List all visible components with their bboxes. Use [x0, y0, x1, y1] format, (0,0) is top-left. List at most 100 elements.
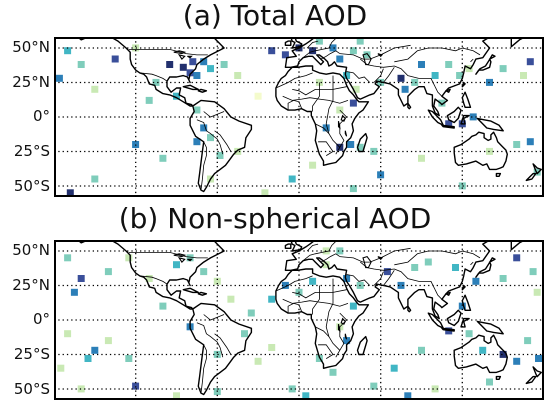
country-border — [434, 86, 443, 97]
country-border — [383, 270, 395, 286]
country-border — [312, 285, 320, 315]
lake-outline — [187, 258, 193, 262]
country-border — [339, 53, 370, 60]
country-border — [335, 312, 348, 358]
landmass-australia — [453, 131, 508, 171]
aod-cell — [418, 346, 425, 354]
country-border — [315, 123, 330, 134]
country-border — [318, 141, 334, 156]
aod-cell — [104, 268, 112, 276]
landmass-tasmania — [495, 375, 502, 380]
aod-cell — [397, 74, 405, 82]
map-panel-b — [54, 240, 544, 400]
country-border — [196, 322, 224, 358]
lat-label-25s: 25°S — [13, 142, 50, 160]
landmass-ireland — [284, 40, 292, 46]
aod-cell — [268, 47, 276, 55]
lake-outline — [340, 317, 346, 325]
aod-cell — [458, 182, 466, 190]
landmass-cuba — [182, 84, 199, 91]
aod-cell — [216, 152, 224, 159]
aod-cell — [200, 58, 208, 66]
aod-cell — [499, 65, 507, 73]
landmass-philippines — [461, 91, 472, 108]
landmass-sulawesi — [460, 114, 470, 125]
aod-cell — [159, 154, 167, 162]
country-border — [214, 333, 232, 355]
landmass-north-america — [76, 37, 225, 107]
landmass-borneo — [446, 309, 462, 327]
aod-cell — [132, 382, 140, 390]
lat-label-50s: 50°S — [13, 380, 50, 398]
lake-outline — [340, 114, 346, 122]
landmass-africa — [275, 65, 370, 166]
lat-label-50n: 50°N — [12, 38, 50, 56]
aod-cell — [343, 275, 351, 282]
aod-cell — [431, 72, 439, 79]
aod-cell — [186, 69, 194, 77]
aod-cell — [91, 175, 99, 183]
aod-cell — [370, 147, 378, 155]
country-border — [128, 252, 208, 259]
aod-cell — [173, 261, 180, 269]
country-border — [315, 326, 330, 337]
panel-a-title: (a) Total AOD — [182, 0, 368, 32]
map-frame — [54, 240, 544, 400]
aod-cell — [152, 78, 160, 86]
landmass-south-america — [189, 302, 253, 396]
aod-cell — [254, 92, 262, 100]
aod-cell — [418, 61, 425, 68]
aod-cell — [343, 72, 351, 79]
aod-cell — [309, 161, 317, 169]
aod-cell — [200, 268, 208, 276]
aod-cell — [469, 113, 477, 121]
aod-cell — [363, 51, 371, 59]
aod-cell — [472, 277, 480, 285]
aod-cell — [104, 337, 112, 345]
map-frame — [54, 37, 544, 197]
lake-outline — [337, 120, 341, 130]
landmass-sumatra — [427, 312, 444, 329]
country-border — [203, 314, 225, 321]
country-border — [360, 58, 436, 87]
lake-outline — [344, 130, 348, 137]
aod-cell — [526, 138, 534, 146]
aod-cell — [445, 61, 453, 68]
aod-cell — [302, 392, 310, 400]
country-borders — [128, 37, 481, 191]
aod-cell — [145, 275, 153, 282]
aod-cell — [513, 141, 521, 148]
aod-cell — [322, 261, 330, 269]
country-border — [360, 261, 436, 290]
country-border — [346, 274, 371, 286]
country-border — [275, 72, 313, 89]
aod-cell — [465, 330, 473, 338]
country-border — [139, 72, 168, 82]
aod-cell — [91, 346, 99, 354]
country-border — [373, 271, 384, 286]
aod-cell — [431, 385, 439, 393]
aod-cell — [111, 55, 119, 63]
country-border — [275, 275, 313, 292]
landmass-japan — [475, 54, 496, 75]
aod-cell — [145, 96, 153, 104]
country-border — [287, 302, 303, 314]
aod-cell — [254, 357, 262, 365]
lake-outline — [187, 55, 193, 59]
aod-cell — [336, 247, 344, 255]
aod-cell — [227, 295, 235, 303]
country-border — [302, 240, 337, 262]
lat-label-25s: 25°S — [13, 345, 50, 363]
aod-cell — [64, 254, 72, 262]
aod-cell — [526, 58, 534, 66]
aod-cell — [309, 277, 317, 285]
landmass-hispaniola — [197, 291, 208, 296]
panel-b-title: (b) Non-spherical AOD — [118, 202, 432, 235]
landmass-australia — [453, 334, 508, 374]
landmass-new-guinea — [476, 320, 504, 335]
aod-cell — [268, 295, 276, 303]
map-panel-a — [54, 37, 544, 197]
country-border — [394, 250, 481, 266]
aod-cell — [288, 175, 296, 183]
lake-outline — [177, 257, 186, 263]
